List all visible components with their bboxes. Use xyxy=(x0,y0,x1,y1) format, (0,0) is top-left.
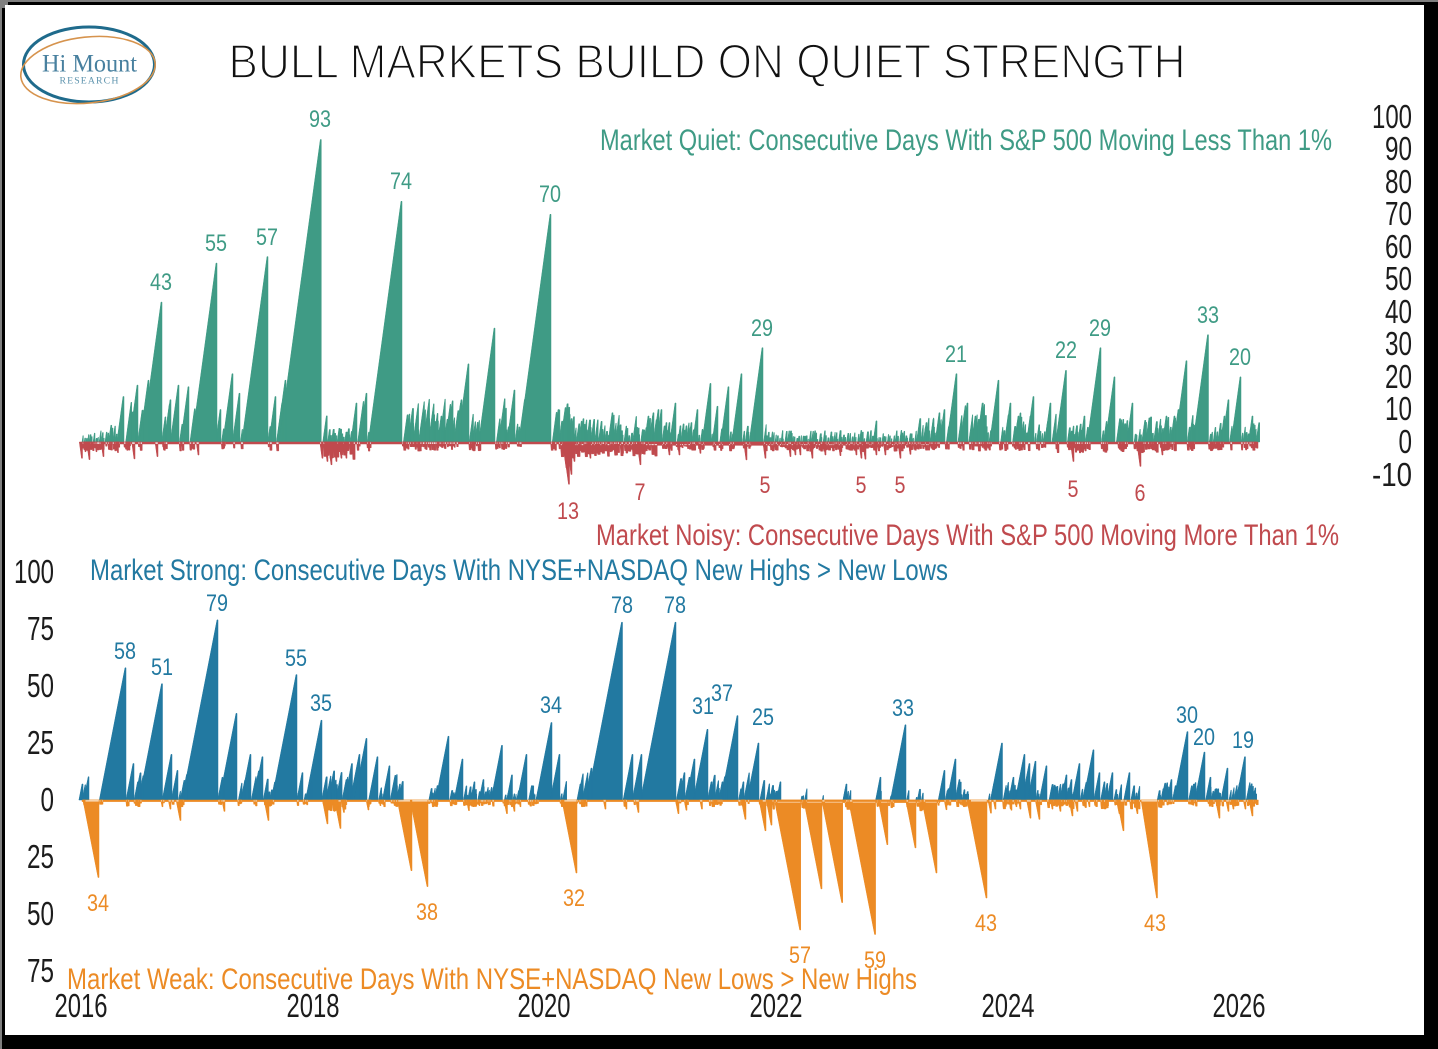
svg-text:57: 57 xyxy=(256,224,278,251)
svg-text:78: 78 xyxy=(611,592,633,619)
svg-text:BULL MARKETS BUILD ON QUIET ST: BULL MARKETS BUILD ON QUIET STRENGTH xyxy=(229,36,1186,89)
svg-text:43: 43 xyxy=(150,269,172,296)
svg-text:0: 0 xyxy=(41,781,55,818)
svg-text:75: 75 xyxy=(27,610,54,647)
svg-text:79: 79 xyxy=(206,590,228,617)
svg-text:30: 30 xyxy=(1176,702,1198,729)
svg-text:2022: 2022 xyxy=(750,987,803,1024)
svg-text:37: 37 xyxy=(711,680,733,707)
svg-text:20: 20 xyxy=(1229,344,1251,371)
svg-text:5: 5 xyxy=(760,472,771,499)
svg-text:25: 25 xyxy=(752,704,774,731)
svg-text:20: 20 xyxy=(1193,724,1215,751)
svg-text:2026: 2026 xyxy=(1213,987,1266,1024)
svg-text:100: 100 xyxy=(14,553,54,590)
svg-text:33: 33 xyxy=(892,695,914,722)
svg-text:38: 38 xyxy=(416,899,438,926)
svg-text:7: 7 xyxy=(635,479,646,506)
svg-text:40: 40 xyxy=(1385,293,1412,330)
svg-text:74: 74 xyxy=(390,168,412,195)
svg-text:93: 93 xyxy=(309,106,331,133)
svg-text:78: 78 xyxy=(664,592,686,619)
svg-text:50: 50 xyxy=(27,895,54,932)
svg-text:-10: -10 xyxy=(1372,456,1412,493)
svg-text:10: 10 xyxy=(1385,390,1412,427)
svg-text:43: 43 xyxy=(975,910,997,937)
svg-text:21: 21 xyxy=(945,341,967,368)
svg-text:Market Strong: Consecutive Day: Market Strong: Consecutive Days With NYS… xyxy=(90,554,948,587)
svg-text:34: 34 xyxy=(540,692,562,719)
svg-text:19: 19 xyxy=(1232,727,1254,754)
svg-text:5: 5 xyxy=(856,472,867,499)
svg-text:32: 32 xyxy=(563,885,585,912)
svg-text:70: 70 xyxy=(539,181,561,208)
svg-text:70: 70 xyxy=(1385,195,1412,232)
svg-text:90: 90 xyxy=(1385,130,1412,167)
svg-text:22: 22 xyxy=(1055,337,1077,364)
svg-text:2018: 2018 xyxy=(287,987,340,1024)
svg-text:75: 75 xyxy=(27,952,54,989)
svg-text:60: 60 xyxy=(1385,228,1412,265)
svg-text:Hi Mount: Hi Mount xyxy=(42,51,137,78)
svg-text:34: 34 xyxy=(87,890,109,917)
svg-text:51: 51 xyxy=(151,654,173,681)
svg-text:55: 55 xyxy=(205,230,227,257)
svg-text:100: 100 xyxy=(1372,98,1412,135)
svg-text:5: 5 xyxy=(895,472,906,499)
svg-text:35: 35 xyxy=(310,690,332,717)
svg-text:2016: 2016 xyxy=(55,987,108,1024)
svg-text:RESEARCH: RESEARCH xyxy=(60,76,120,86)
svg-text:25: 25 xyxy=(27,838,54,875)
svg-text:50: 50 xyxy=(27,667,54,704)
svg-text:20: 20 xyxy=(1385,358,1412,395)
svg-text:29: 29 xyxy=(1089,315,1111,342)
svg-text:80: 80 xyxy=(1385,163,1412,200)
svg-text:31: 31 xyxy=(692,693,714,720)
svg-text:2024: 2024 xyxy=(982,987,1035,1024)
svg-text:Market Quiet: Consecutive Days: Market Quiet: Consecutive Days With S&P … xyxy=(600,124,1332,157)
svg-text:Market Weak: Consecutive Days: Market Weak: Consecutive Days With NYSE+… xyxy=(67,963,917,996)
svg-text:6: 6 xyxy=(1135,480,1146,507)
svg-text:30: 30 xyxy=(1385,325,1412,362)
svg-text:Market Noisy: Consecutive Days: Market Noisy: Consecutive Days With S&P … xyxy=(596,519,1339,552)
svg-text:5: 5 xyxy=(1068,476,1079,503)
svg-text:57: 57 xyxy=(789,942,811,969)
svg-text:55: 55 xyxy=(285,645,307,672)
svg-text:25: 25 xyxy=(27,724,54,761)
svg-text:43: 43 xyxy=(1144,910,1166,937)
svg-text:29: 29 xyxy=(751,315,773,342)
svg-text:33: 33 xyxy=(1197,302,1219,329)
svg-text:50: 50 xyxy=(1385,260,1412,297)
svg-text:2020: 2020 xyxy=(518,987,571,1024)
svg-text:58: 58 xyxy=(114,638,136,665)
svg-text:13: 13 xyxy=(557,498,579,525)
svg-text:0: 0 xyxy=(1399,423,1413,460)
svg-text:59: 59 xyxy=(864,947,886,974)
